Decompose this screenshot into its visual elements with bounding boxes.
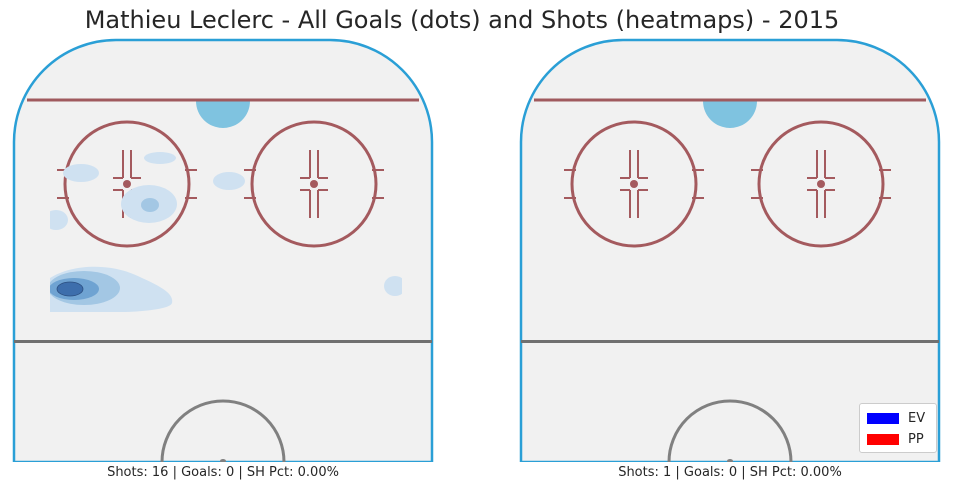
- heat-contour-3: [56, 281, 84, 297]
- heat-contour-10: [384, 276, 402, 296]
- legend-entry-ev: EV: [867, 410, 925, 426]
- chart-title: Mathieu Leclerc - All Goals (dots) and S…: [84, 6, 840, 34]
- heat-contour-4: [63, 164, 99, 182]
- rink-right: [519, 38, 941, 462]
- blue-line-right: [521, 340, 939, 343]
- center-dot-right: [727, 459, 733, 462]
- center-circle-right: [667, 399, 793, 462]
- legend-swatch-ev: [867, 412, 899, 424]
- legend-label-pp: PP: [908, 431, 924, 447]
- heat-contour-5: [144, 152, 176, 164]
- faceoff-circle-left-left: [63, 120, 191, 248]
- faceoff-circle-right-left: [570, 120, 698, 248]
- panel-caption-right: Shots: 1 | Goals: 0 | SH Pct: 0.00%: [618, 465, 842, 480]
- faceoff-dot-left-right: [310, 180, 318, 188]
- shot-heatmap-left: [50, 152, 402, 312]
- legend: EV PP: [859, 403, 937, 453]
- legend-label-ev: EV: [908, 410, 926, 426]
- goal-crease-left: [196, 101, 250, 128]
- heat-contour-8: [213, 172, 245, 190]
- rink-boards-right: [519, 38, 941, 462]
- faceoff-dot-right-right: [817, 180, 825, 188]
- heat-contour-7: [141, 198, 159, 212]
- rink-left: [12, 38, 434, 462]
- rink-boards-left: [12, 38, 434, 462]
- goal-crease-right: [703, 101, 757, 128]
- faceoff-dot-left-left: [123, 180, 131, 188]
- heat-contour-9: [50, 210, 68, 230]
- center-circle-left: [160, 399, 286, 462]
- panel-caption-left: Shots: 16 | Goals: 0 | SH Pct: 0.00%: [107, 465, 339, 480]
- legend-swatch-pp: [867, 433, 899, 445]
- faceoff-circle-left-right: [250, 120, 378, 248]
- faceoff-dot-right-left: [630, 180, 638, 188]
- legend-entry-pp: PP: [867, 431, 924, 447]
- center-dot-left: [220, 459, 226, 462]
- blue-line-left: [14, 340, 432, 343]
- faceoff-circle-right-right: [757, 120, 885, 248]
